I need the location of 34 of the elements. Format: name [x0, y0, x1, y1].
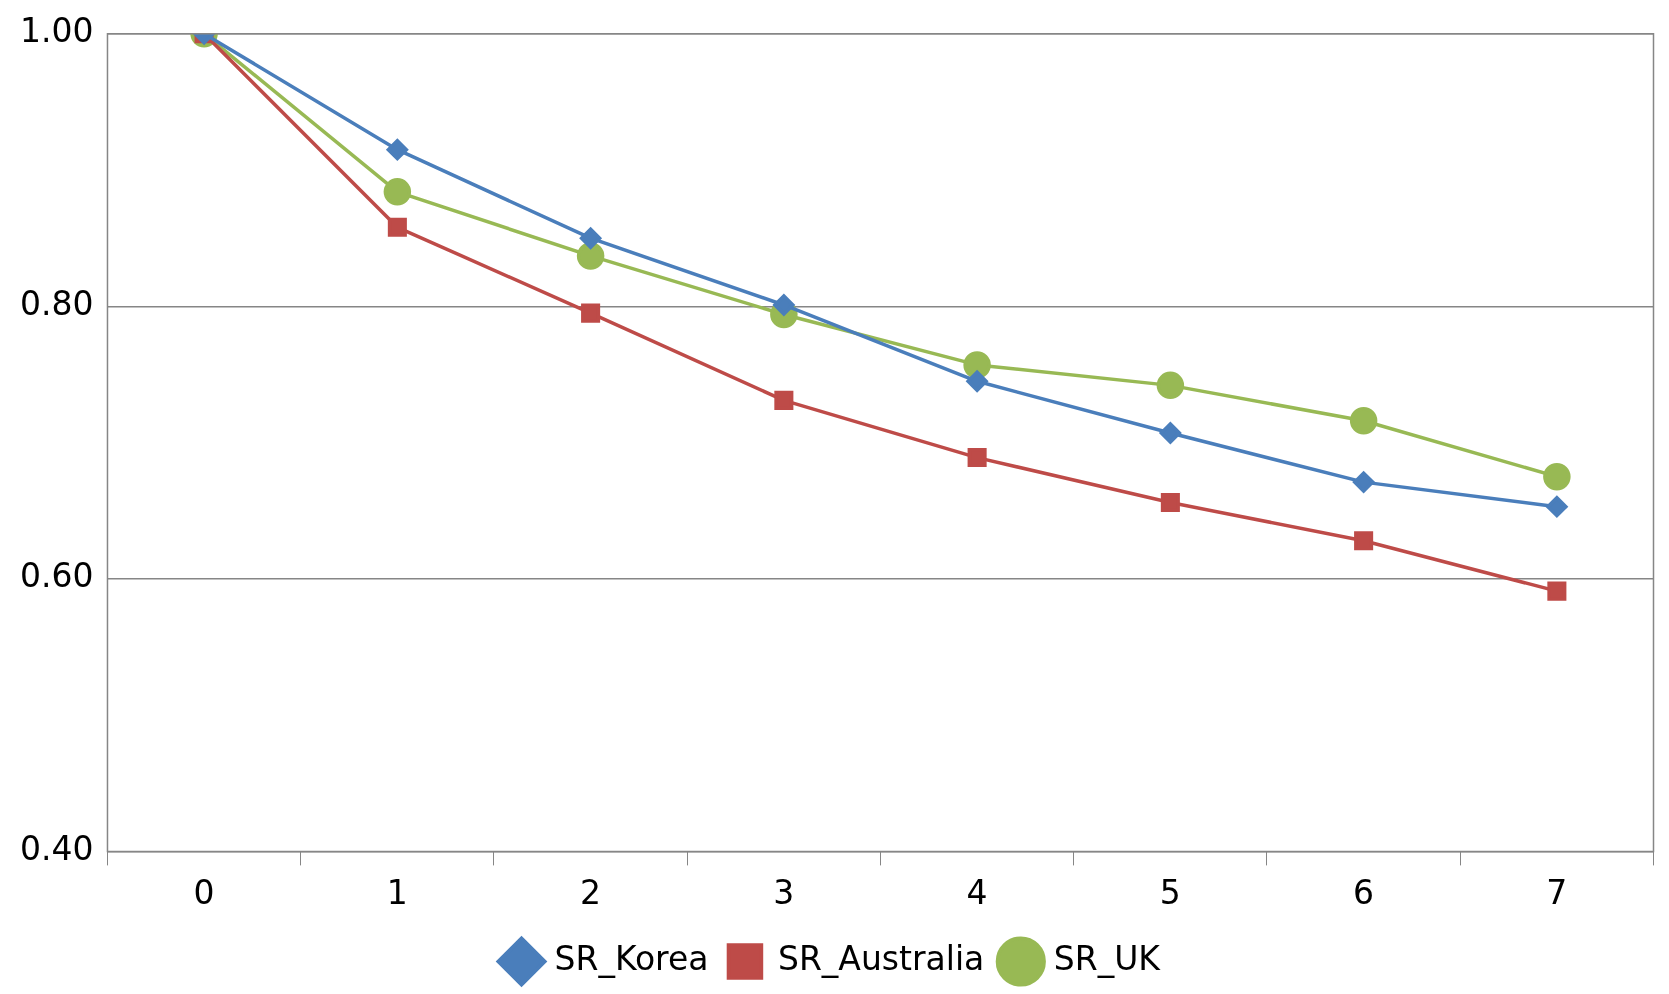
point	[576, 242, 605, 270]
point	[1354, 531, 1374, 551]
point	[386, 138, 409, 161]
point	[1160, 493, 1180, 513]
point	[1159, 422, 1182, 444]
point	[1156, 371, 1185, 400]
x-tick-label: 3	[773, 872, 795, 912]
point	[1546, 495, 1568, 518]
point	[383, 178, 412, 206]
legend-label: SR_Korea	[554, 939, 709, 979]
legend-label: SR_Australia	[777, 939, 985, 979]
point	[1352, 471, 1375, 493]
point	[1547, 581, 1567, 601]
x-tick-label: 6	[1353, 872, 1375, 912]
legend-label: SR_UK	[1053, 939, 1162, 979]
x-tick-label: 2	[580, 872, 602, 912]
point	[773, 294, 795, 316]
x-tick-label: 4	[966, 872, 988, 912]
x-tick-label: 5	[1159, 872, 1181, 912]
x-tick-label: 0	[193, 872, 215, 912]
y-tick-label: 0.80	[19, 283, 94, 323]
x-tick-label: 1	[386, 872, 408, 912]
y-tick-label: 0.40	[19, 828, 94, 868]
point	[774, 390, 794, 410]
point	[1349, 407, 1378, 435]
y-tick-label: 0.60	[19, 556, 94, 596]
point	[967, 448, 987, 468]
point	[581, 303, 601, 323]
y-tick-label: 1.00	[19, 11, 94, 51]
point	[579, 227, 602, 249]
point	[1543, 462, 1571, 491]
point	[966, 370, 988, 393]
x-tick-label: 7	[1546, 872, 1568, 912]
point	[387, 217, 407, 237]
